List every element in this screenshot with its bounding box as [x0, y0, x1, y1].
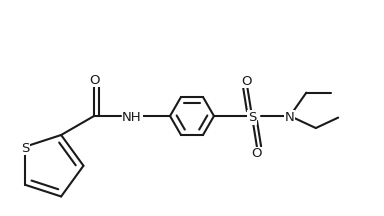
- Text: N: N: [285, 111, 295, 124]
- Text: S: S: [248, 111, 256, 124]
- Text: NH: NH: [122, 111, 142, 124]
- Text: O: O: [89, 74, 99, 87]
- Text: O: O: [252, 147, 262, 160]
- Text: S: S: [21, 142, 29, 155]
- Text: O: O: [242, 75, 252, 88]
